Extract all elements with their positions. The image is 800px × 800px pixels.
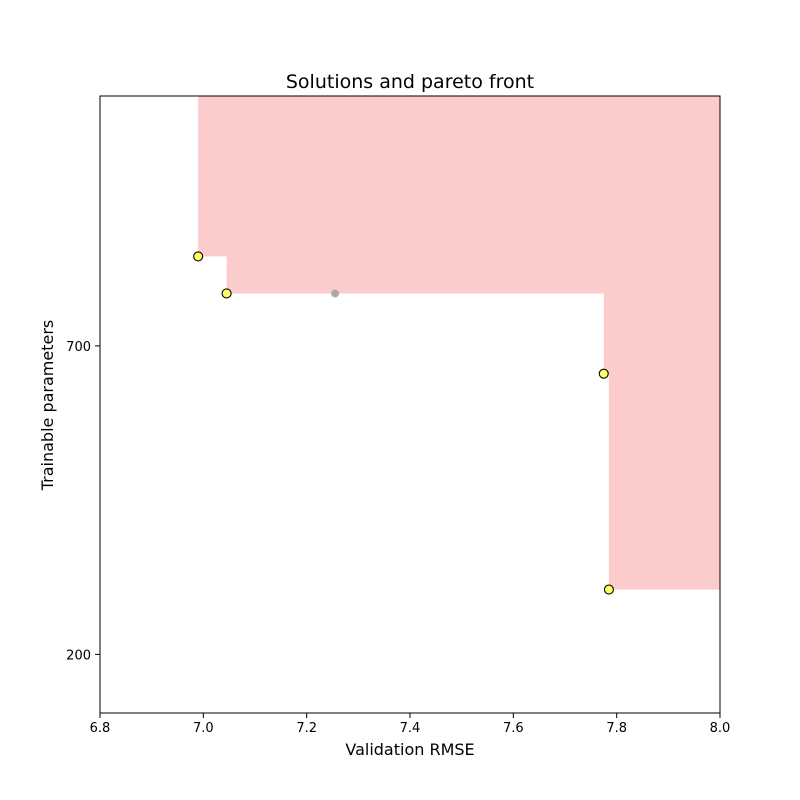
y-tick-label: 700 — [66, 340, 91, 355]
y-tick-label: 200 — [66, 648, 91, 663]
x-axis-label: Validation RMSE — [345, 740, 474, 759]
x-tick-label: 7.8 — [606, 721, 627, 736]
pareto-point — [598, 368, 609, 379]
pareto-point — [221, 288, 232, 299]
plot-area — [99, 95, 721, 714]
points-layer — [193, 251, 614, 595]
x-tick-label: 6.8 — [90, 721, 111, 736]
x-tick-label: 7.6 — [503, 721, 524, 736]
pareto-point — [193, 251, 204, 262]
pareto-point — [603, 584, 614, 595]
x-axis-ticks: 6.8 7.0 7.2 7.4 7.6 7.8 8.0 — [90, 713, 731, 736]
x-tick-label: 7.4 — [400, 721, 421, 736]
x-tick-label: 8.0 — [710, 721, 731, 736]
x-tick-label: 7.0 — [193, 721, 214, 736]
x-tick-label: 7.2 — [296, 721, 317, 736]
dominated-region — [198, 96, 720, 590]
dominated-point — [331, 289, 340, 298]
chart-title: Solutions and pareto front — [286, 71, 534, 93]
y-axis-label: Trainable parameters — [38, 320, 57, 492]
y-axis-ticks: 200 700 — [66, 340, 100, 663]
